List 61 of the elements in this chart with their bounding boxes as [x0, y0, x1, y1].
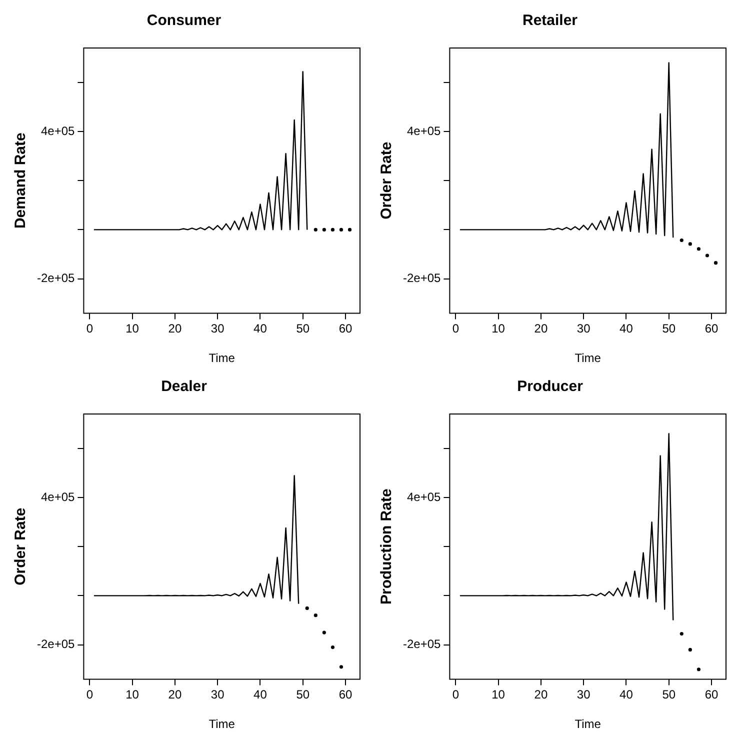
point — [696, 668, 701, 672]
x-tick-label: 30 — [210, 322, 225, 336]
chart-title: Dealer — [161, 378, 208, 396]
x-tick-label: 20 — [534, 688, 548, 702]
x-tick-label: 0 — [452, 688, 460, 702]
x-axis-title: Time — [208, 351, 236, 366]
x-tick-label: 0 — [86, 322, 94, 336]
y-tick-label: 4e+05 — [406, 490, 442, 504]
point — [680, 632, 684, 636]
y-tick-label: -2e+05 — [36, 637, 76, 652]
x-tick-label: 0 — [452, 322, 460, 336]
x-axis-title: Time — [574, 717, 602, 732]
x-tick-label: 50 — [662, 688, 676, 702]
x-tick-label: 40 — [254, 688, 268, 702]
y-tick-label: 4e+05 — [406, 124, 442, 138]
x-tick-label: 30 — [576, 322, 591, 336]
chart-title: Producer — [517, 378, 584, 396]
point — [339, 665, 344, 669]
y-tick-label: 4e+05 — [40, 490, 76, 504]
point — [705, 254, 710, 258]
x-tick-label: 60 — [338, 322, 352, 336]
x-axis-title: Time — [574, 351, 602, 366]
x-tick-label: 10 — [492, 322, 506, 336]
chart-title: Consumer — [146, 12, 222, 30]
x-axis-title: Time — [208, 717, 236, 732]
point — [696, 247, 701, 251]
x-tick-label: 10 — [126, 688, 140, 702]
y-tick-label: -2e+05 — [36, 271, 76, 286]
x-tick-label: 60 — [704, 688, 718, 702]
x-tick-label: 30 — [210, 688, 225, 702]
point — [688, 242, 692, 246]
y-axis-title: Demand Rate — [12, 132, 30, 229]
y-tick-label: -2e+05 — [402, 637, 442, 652]
point — [322, 630, 326, 634]
point — [714, 261, 718, 265]
x-tick-label: 0 — [86, 688, 94, 702]
x-tick-label: 60 — [704, 322, 718, 336]
x-tick-label: 10 — [126, 322, 140, 336]
point — [305, 606, 309, 610]
y-axis-title: Production Rate — [378, 488, 396, 605]
y-tick-label: -2e+05 — [402, 271, 442, 286]
x-tick-label: 20 — [168, 688, 182, 702]
x-tick-label: 50 — [296, 322, 310, 336]
x-tick-label: 10 — [492, 688, 506, 702]
y-axis-title: Order Rate — [12, 508, 30, 586]
x-tick-label: 50 — [296, 688, 310, 702]
x-tick-label: 30 — [576, 688, 591, 702]
x-tick-label: 20 — [534, 322, 548, 336]
x-tick-label: 40 — [254, 322, 268, 336]
chart-title: Retailer — [522, 12, 578, 30]
x-tick-label: 60 — [338, 688, 352, 702]
point — [330, 645, 335, 650]
point — [680, 238, 684, 242]
x-tick-label: 40 — [620, 322, 634, 336]
x-tick-label: 50 — [662, 322, 676, 336]
point — [314, 614, 318, 618]
y-axis-title: Order Rate — [378, 142, 396, 220]
point — [688, 648, 692, 652]
y-tick-label: 4e+05 — [40, 124, 76, 138]
x-tick-label: 20 — [168, 322, 182, 336]
x-tick-label: 40 — [620, 688, 634, 702]
